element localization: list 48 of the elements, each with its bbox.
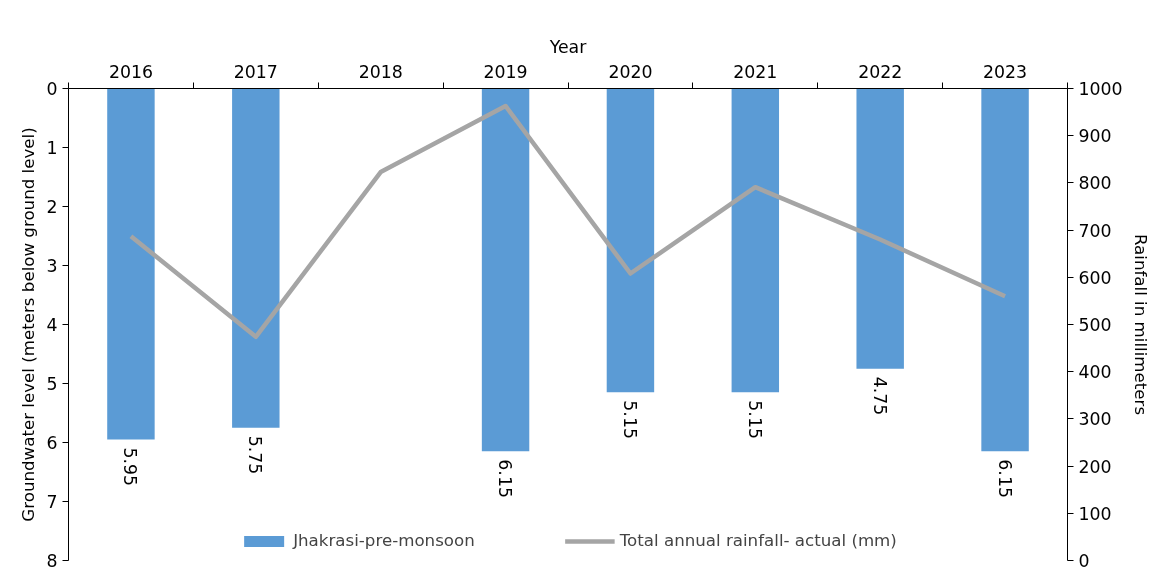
data-label: 4.75 <box>869 376 890 416</box>
bar <box>107 88 155 440</box>
y-tick-label: 4 <box>46 315 58 335</box>
y-tick-label: 7 <box>46 492 58 512</box>
y2-tick-label: 200 <box>1078 456 1112 477</box>
line-series <box>128 103 1008 340</box>
y2-axis-title: Rainfall in millimeters <box>1130 233 1150 416</box>
y2-tick-label: 0 <box>1078 551 1090 571</box>
legend-label: Jhakrasi-pre-monsoon <box>293 531 475 550</box>
x-tick-label: 2018 <box>358 61 403 82</box>
y-tick-label: 3 <box>46 256 58 276</box>
x-tick-label: 2020 <box>608 61 653 82</box>
x-tick-label: 2023 <box>983 61 1028 82</box>
y-tick-label: 2 <box>46 197 58 217</box>
data-label: 6.15 <box>994 459 1015 498</box>
y-tick-label: 6 <box>46 433 58 453</box>
x-tick-label: 2016 <box>108 61 153 82</box>
x-tick-label: 2021 <box>733 61 778 82</box>
data-label: 5.75 <box>245 435 266 475</box>
x-axis-title: Year <box>548 36 588 57</box>
data-label: 6.15 <box>495 459 516 498</box>
bar <box>232 88 280 428</box>
y-tick-label: 5 <box>46 374 58 394</box>
y2-tick-label: 900 <box>1078 126 1112 147</box>
y2-tick-label: 500 <box>1078 315 1112 335</box>
y2-tick-label: 600 <box>1078 267 1112 288</box>
x-tick-label: 2019 <box>483 61 528 82</box>
data-label: 5.15 <box>744 400 765 439</box>
x-tick-label: 2017 <box>233 61 278 82</box>
y2-tick-label: 1000 <box>1078 79 1123 99</box>
bar <box>606 88 655 393</box>
x-tick-label: 2022 <box>858 61 903 82</box>
y-axis-title: Groundwater level (meters below ground level) <box>19 127 39 522</box>
legend-label: Total annual rainfall- actual (mm) <box>619 531 897 550</box>
y-tick-label: 1 <box>46 138 58 158</box>
y2-tick-label: 700 <box>1078 220 1112 241</box>
y2-tick-label: 100 <box>1078 503 1112 524</box>
bar <box>856 88 904 369</box>
data-label: 5.15 <box>619 400 640 439</box>
y-tick-label: 0 <box>46 79 58 99</box>
y2-tick-label: 300 <box>1078 409 1112 430</box>
bar <box>731 88 780 393</box>
bar <box>481 88 530 452</box>
y-tick-label: 8 <box>46 551 58 571</box>
y2-tick-label: 400 <box>1078 362 1112 383</box>
y2-tick-label: 800 <box>1078 173 1112 194</box>
data-label: 5.95 <box>120 447 141 487</box>
bar <box>981 88 1029 452</box>
